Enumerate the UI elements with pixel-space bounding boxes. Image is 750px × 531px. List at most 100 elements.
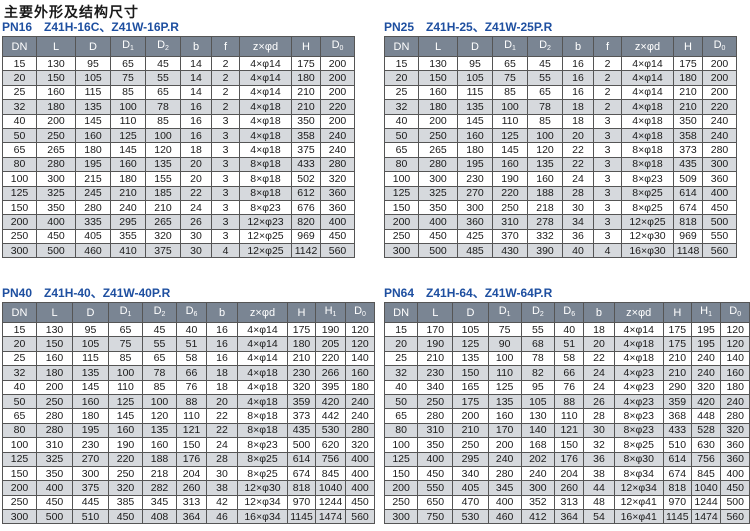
table-cell: 100: [145, 127, 181, 144]
table-cell: 145: [110, 142, 146, 158]
table-cell: 100: [492, 99, 528, 115]
table-cell: 400: [345, 465, 375, 482]
table-cell: 340: [452, 465, 489, 482]
table-cell: 45: [142, 321, 177, 338]
table-row: 15 170 105 75 55 40 18 4×φ14 175 195 120: [383, 321, 750, 338]
table-cell: 1145: [287, 509, 316, 525]
table-cell: 450: [720, 480, 750, 496]
table-cell: 195: [72, 422, 109, 439]
table-cell: 435: [673, 156, 703, 173]
table-cell: 36: [562, 228, 594, 245]
table-cell: 3: [593, 228, 622, 245]
table-cell: 350: [291, 113, 321, 129]
table-cell: 140: [720, 350, 750, 367]
column-header: L: [418, 36, 458, 57]
table-cell: 460: [75, 243, 111, 259]
table-cell: 50: [2, 393, 37, 410]
table-cell: 210: [662, 350, 692, 367]
table-cell: 115: [457, 84, 493, 101]
table-cell: 200: [452, 408, 489, 424]
pressure-rating: PN64: [384, 286, 415, 300]
table-cell: 95: [520, 379, 555, 395]
table-cell: 1145: [662, 509, 692, 525]
table-cell: 30: [180, 243, 212, 259]
table-cell: 412: [520, 509, 555, 525]
table-cell: 40: [2, 113, 37, 129]
table-row: 65 265 180 145 120 18 3 4×φ18 375 240: [2, 142, 355, 158]
table-cell: 433: [291, 156, 321, 173]
table-cell: 20: [180, 171, 212, 187]
table-cell: 32: [384, 99, 419, 115]
table-cell: 818: [662, 480, 692, 496]
table-cell: 200: [320, 70, 355, 86]
table-cell: 295: [452, 451, 489, 467]
table-row: 200 400 375 320 282 260 38 12×φ30 818 1040 400: [2, 480, 375, 496]
table-row: 100 310 230 190 160 150 24 8×φ23 500 620 320: [2, 437, 375, 453]
table-cell: 500: [36, 509, 73, 525]
table-row: 25 160 115 85 65 16 2 4×φ14 210 200: [384, 84, 737, 101]
table-cell: 4×φ14: [239, 55, 292, 72]
table-cell: 40: [383, 379, 419, 395]
table-cell: 125: [452, 336, 489, 352]
table-cell: 220: [315, 350, 346, 367]
table-cell: 368: [662, 408, 692, 424]
table-cell: 300: [2, 243, 37, 259]
column-header: D0: [320, 36, 355, 57]
table-cell: 85: [527, 113, 563, 129]
table-cell: 16: [206, 350, 238, 367]
table-cell: 15: [384, 55, 419, 72]
column-header: D: [457, 36, 493, 57]
table-cell: 14: [180, 55, 212, 72]
table-cell: 400: [702, 185, 737, 201]
table-cell: 282: [142, 480, 177, 496]
table-cell: 18: [583, 321, 615, 338]
table-cell: 130: [36, 321, 73, 338]
table-cell: 345: [487, 480, 522, 496]
table-cell: 425: [457, 228, 493, 245]
column-header: DN: [2, 302, 37, 323]
table-cell: 280: [345, 422, 375, 439]
table-cell: 359: [287, 393, 316, 410]
table-cell: 250: [384, 228, 419, 245]
column-header: z×φd: [239, 36, 292, 57]
table-cell: 395: [315, 379, 346, 395]
table-cell: 200: [487, 437, 522, 453]
table-cell: 4×φ14: [621, 70, 674, 86]
table-cell: 325: [36, 451, 73, 467]
table-cell: 120: [142, 408, 177, 424]
table-cell: 756: [690, 451, 722, 467]
table-cell: 8×φ25: [613, 437, 664, 453]
table-row: 15 130 95 65 45 14 2 4×φ14 175 200: [2, 55, 355, 72]
table-cell: 250: [452, 437, 489, 453]
table-cell: 85: [492, 84, 528, 101]
table-cell: 4×φ18: [239, 113, 292, 129]
table-cell: 88: [553, 393, 585, 410]
column-header: H1: [315, 302, 346, 323]
table-cell: 970: [662, 494, 692, 511]
table-cell: 240: [520, 465, 555, 482]
table-cell: 385: [108, 494, 143, 511]
table-cell: 360: [320, 185, 355, 201]
table-cell: 38: [583, 465, 615, 482]
column-header: D2: [527, 36, 563, 57]
table-cell: 300: [383, 509, 419, 525]
table-cell: 360: [720, 451, 750, 467]
table-cell: 320: [690, 379, 722, 395]
table-cell: 4×φ23: [613, 379, 664, 395]
table-cell: 375: [145, 243, 181, 259]
table-cell: 130: [36, 55, 76, 72]
table-cell: 38: [206, 480, 238, 496]
table-cell: 42: [206, 494, 238, 511]
table-cell: 180: [345, 379, 375, 395]
table-cell: 8×φ18: [239, 156, 292, 173]
table-cell: 12×φ30: [621, 228, 674, 245]
header-row: DN L D D1 D2 b f z×φd H D0: [384, 36, 737, 57]
table-cell: 160: [418, 84, 458, 101]
table-cell: 614: [673, 185, 703, 201]
table-cell: 8×φ23: [239, 199, 292, 216]
table-cell: 8×φ23: [237, 437, 288, 453]
table-cell: 150: [2, 199, 37, 216]
table-cell: 16: [206, 336, 238, 352]
table-cell: 175: [662, 336, 692, 352]
table-cell: 373: [287, 408, 316, 424]
